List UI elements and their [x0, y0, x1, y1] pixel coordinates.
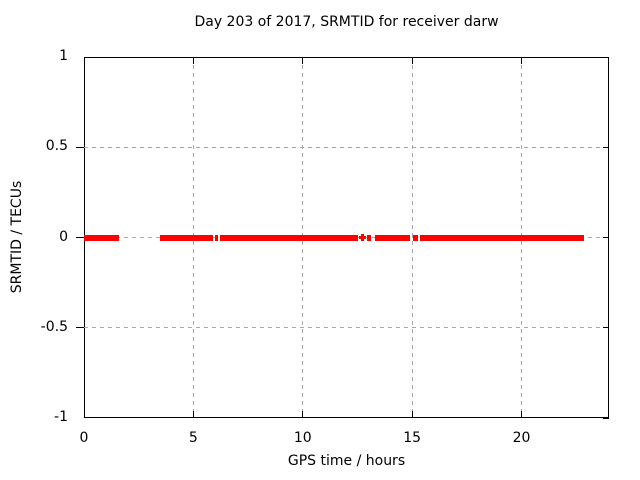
y-tick-mark [76, 146, 84, 148]
x-tick-mark-top [302, 57, 304, 64]
data-segment [215, 234, 219, 241]
x-tick-label: 5 [188, 430, 198, 446]
data-segment [374, 234, 410, 241]
data-segment [413, 234, 418, 241]
y-tick-mark-right [603, 237, 609, 238]
x-tick-mark [192, 411, 194, 418]
x-tick-label: 15 [403, 430, 422, 446]
x-tick-label: 20 [512, 430, 531, 446]
y-tick-mark-right [603, 146, 609, 148]
x-tick-mark-top [411, 57, 413, 64]
y-tick-mark-right [603, 327, 609, 329]
y-tick-label: 0 [59, 228, 68, 245]
x-tick-mark [521, 411, 522, 418]
y-tick-mark [76, 237, 84, 238]
x-tick-mark [411, 411, 413, 418]
grid-line-horizontal [84, 146, 609, 148]
x-tick-label: 0 [79, 430, 89, 446]
x-tick-mark-top [521, 57, 522, 64]
x-tick-mark [302, 411, 304, 418]
y-tick-mark-right [603, 56, 609, 58]
y-tick-label: 0.5 [45, 138, 68, 155]
x-tick-mark-top [192, 57, 194, 64]
y-tick-label: -1 [54, 409, 68, 425]
y-tick-label: -0.5 [40, 318, 68, 335]
data-segment [159, 234, 214, 241]
data-segment [84, 234, 120, 241]
data-point-plus [358, 236, 366, 239]
y-tick-label: 1 [59, 48, 68, 64]
data-segment [420, 234, 585, 241]
y-tick-mark [76, 327, 84, 329]
x-tick-label: 10 [293, 430, 312, 446]
grid-line-horizontal [84, 327, 609, 329]
data-segment [220, 234, 359, 241]
x-tick-mark-top [83, 57, 85, 64]
y-tick-mark-right [603, 417, 609, 419]
chart-title: Day 203 of 2017, SRMTID for receiver dar… [194, 14, 499, 30]
x-tick-mark [83, 411, 85, 418]
x-axis-label: GPS time / hours [287, 453, 406, 469]
data-segment [367, 234, 371, 241]
